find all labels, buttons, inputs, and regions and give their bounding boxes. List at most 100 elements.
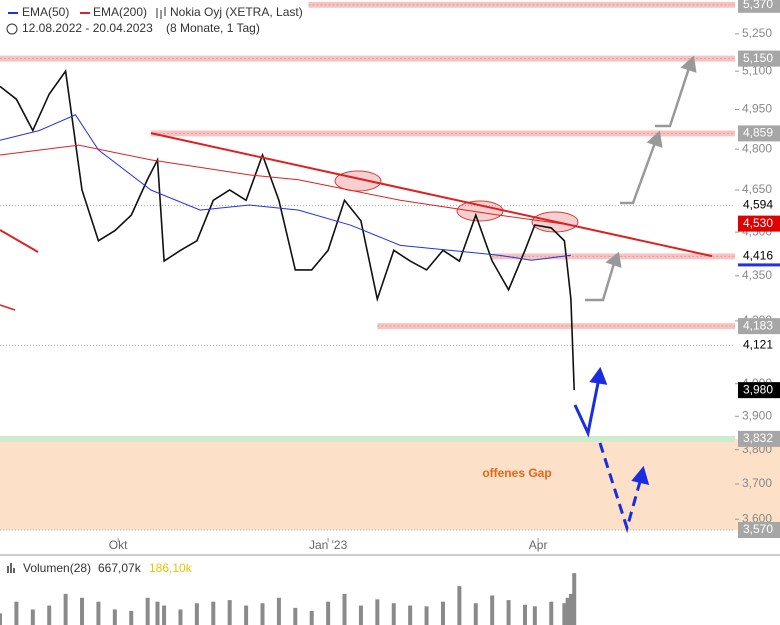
level-label: 5,370 bbox=[743, 0, 773, 11]
volume-bar bbox=[194, 603, 199, 625]
volume-bar bbox=[0, 613, 2, 625]
level-label: 3,980 bbox=[743, 382, 773, 396]
volume-icon bbox=[7, 563, 15, 573]
level-label: 4,530 bbox=[743, 216, 773, 230]
ema-line bbox=[0, 114, 571, 261]
arrow bbox=[573, 377, 601, 438]
level-label: 4,121 bbox=[743, 338, 773, 352]
volume-bar bbox=[506, 600, 511, 625]
arrow bbox=[598, 442, 643, 534]
volume-bar bbox=[568, 593, 573, 625]
arrow-head bbox=[589, 366, 608, 385]
volume-bar bbox=[523, 604, 527, 625]
y-tick-label: 4,800 bbox=[742, 141, 772, 155]
volume-bar bbox=[565, 597, 570, 625]
price-line bbox=[0, 68, 575, 391]
ema-fragment bbox=[0, 304, 16, 311]
volume-bar bbox=[440, 601, 445, 625]
arrow bbox=[585, 259, 617, 302]
y-tick-label: 4,350 bbox=[742, 268, 772, 282]
volume-bar bbox=[162, 605, 167, 625]
volume-bar bbox=[326, 601, 331, 625]
legend-label: EMA(50) bbox=[22, 5, 69, 19]
candle-icon bbox=[156, 7, 166, 19]
arrow-head bbox=[646, 130, 663, 148]
volume-bar bbox=[457, 586, 462, 625]
arrow-head bbox=[605, 251, 622, 268]
volume-bar bbox=[572, 573, 577, 625]
under-layer: offenes Gap5,2505,1004,9504,8004,6504,50… bbox=[0, 1, 780, 552]
volume-bar bbox=[549, 601, 554, 625]
y-tick-label: 5,250 bbox=[742, 26, 772, 40]
level-label: 4,859 bbox=[743, 126, 773, 140]
arrow-head bbox=[680, 55, 697, 73]
level-box bbox=[738, 0, 780, 13]
volume-bar bbox=[293, 607, 298, 625]
volume-bar bbox=[260, 603, 265, 625]
volume-bar bbox=[145, 597, 150, 625]
y-tick-label: 4,650 bbox=[742, 182, 772, 196]
gap-area bbox=[0, 438, 780, 530]
arrow bbox=[620, 139, 658, 205]
level-box bbox=[738, 318, 780, 335]
volume-bar bbox=[309, 611, 314, 625]
period: (8 Monate, 1 Tag) bbox=[166, 21, 260, 35]
volume-bar bbox=[424, 606, 429, 625]
y-tick-label: 5,100 bbox=[742, 63, 772, 77]
volume-bar bbox=[63, 593, 68, 625]
volume-bar bbox=[473, 603, 478, 625]
subtitle-bg bbox=[2, 21, 264, 37]
volume-bar bbox=[391, 603, 396, 625]
y-tick-label: 3,700 bbox=[742, 476, 772, 490]
volume-last: 667,07k bbox=[98, 561, 142, 575]
level-band bbox=[0, 55, 735, 62]
volume-bar bbox=[276, 597, 281, 625]
level-box bbox=[738, 215, 780, 232]
date-range: 12.08.2022 - 20.04.2023 bbox=[22, 21, 153, 35]
volume-bar bbox=[30, 609, 35, 625]
level-box bbox=[738, 50, 780, 67]
volume-bar bbox=[129, 611, 134, 625]
level-label: 3,832 bbox=[743, 431, 773, 445]
x-tick-label: Apr bbox=[529, 538, 548, 552]
level-label: 4,594 bbox=[743, 198, 773, 212]
ellipse bbox=[456, 200, 504, 222]
volume-bar bbox=[408, 605, 413, 625]
level-box bbox=[738, 125, 780, 142]
ema-fragment bbox=[0, 229, 39, 253]
gray-arrows bbox=[585, 55, 697, 302]
volume-bar bbox=[342, 593, 347, 625]
y-tick-label: 3,900 bbox=[742, 408, 772, 422]
arrow bbox=[655, 64, 692, 128]
x-tick-label: Okt bbox=[109, 538, 128, 552]
level-box bbox=[738, 197, 780, 214]
volume-bar bbox=[532, 606, 537, 625]
volume-average: 186,10k bbox=[149, 561, 193, 575]
y-tick-label: 3,600 bbox=[742, 511, 772, 525]
legend-label: EMA(200) bbox=[93, 5, 147, 19]
clock-icon bbox=[6, 23, 18, 35]
volume-bar bbox=[227, 600, 232, 625]
y-tick-label: 4,950 bbox=[742, 102, 772, 116]
volume-bar bbox=[80, 597, 85, 625]
level-box bbox=[738, 522, 780, 538]
volume-bar bbox=[358, 605, 363, 625]
volume-bar bbox=[96, 601, 101, 625]
blue-arrows bbox=[573, 366, 650, 534]
ema-line bbox=[0, 144, 571, 226]
x-tick-label: Jan '23 bbox=[309, 538, 348, 552]
volume-bar bbox=[155, 601, 160, 625]
over-layer: 5,370 5,150 4,859 4,594 4,530 4,416 4,183 4,121… bbox=[0, 0, 780, 538]
volume-title: Volumen(28) bbox=[23, 561, 91, 575]
trendline bbox=[150, 132, 713, 258]
level-box bbox=[738, 382, 780, 399]
arrow-head bbox=[631, 465, 650, 486]
level-label: 3,570 bbox=[743, 522, 773, 536]
volume-bar bbox=[14, 601, 19, 625]
level-box bbox=[738, 248, 780, 265]
level-box bbox=[738, 430, 780, 447]
gap-label: offenes Gap bbox=[482, 466, 551, 480]
level-band bbox=[377, 323, 735, 330]
